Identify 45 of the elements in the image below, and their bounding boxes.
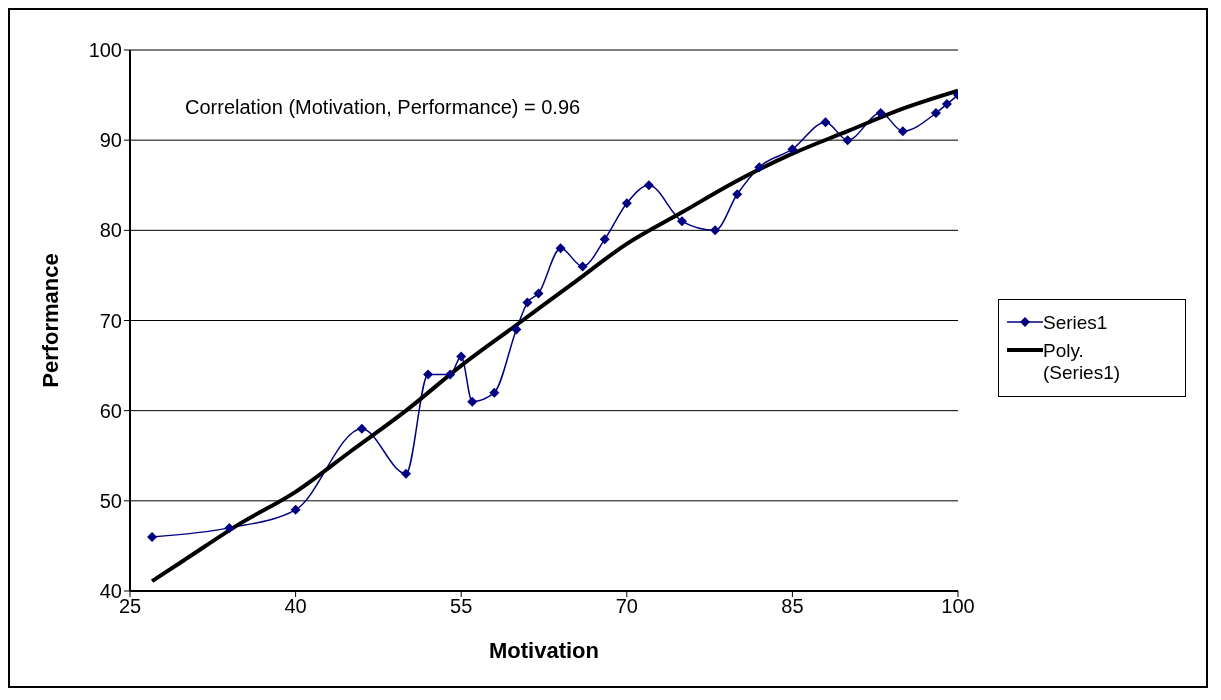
point xyxy=(533,288,544,299)
legend-label: Poly. (Series1) xyxy=(1043,340,1122,384)
point xyxy=(577,261,588,272)
point xyxy=(621,198,632,209)
x-tick-label: 70 xyxy=(615,595,638,618)
annotation: Correlation (Motivation, Performance) = 0.96 xyxy=(185,96,581,119)
y-tick-label: 80 xyxy=(99,219,122,242)
point xyxy=(754,162,765,173)
x-axis-title: Motivation xyxy=(489,638,599,663)
x-tick-label: 55 xyxy=(450,595,473,618)
y-tick-label: 90 xyxy=(99,129,122,152)
point xyxy=(842,135,853,146)
point xyxy=(290,504,301,515)
legend-label: Series1 xyxy=(1043,312,1109,334)
point xyxy=(445,369,456,380)
x-tick-label: 100 xyxy=(941,595,975,618)
point xyxy=(599,234,610,245)
point xyxy=(489,387,500,398)
point xyxy=(356,423,367,434)
point xyxy=(677,216,687,227)
point xyxy=(456,351,467,362)
point xyxy=(710,225,721,236)
x-tick-label: 40 xyxy=(284,595,307,618)
point xyxy=(820,117,831,128)
y-axis-title: Performance xyxy=(37,253,63,388)
y-tick-label: 100 xyxy=(88,39,122,62)
point xyxy=(401,468,411,479)
point xyxy=(643,180,654,191)
point xyxy=(224,522,235,533)
point xyxy=(732,189,743,200)
y-tick-label: 60 xyxy=(99,399,122,422)
point xyxy=(522,297,533,308)
y-tick-label: 50 xyxy=(99,489,122,512)
point xyxy=(147,531,158,542)
point xyxy=(897,126,908,137)
point xyxy=(941,99,952,110)
point xyxy=(511,324,522,335)
point xyxy=(787,144,798,155)
point xyxy=(467,396,478,407)
point xyxy=(875,108,886,119)
x-tick-label: 85 xyxy=(781,595,804,618)
point xyxy=(423,369,434,380)
point xyxy=(555,243,566,254)
point xyxy=(930,108,941,119)
y-tick-label: 70 xyxy=(99,309,122,332)
